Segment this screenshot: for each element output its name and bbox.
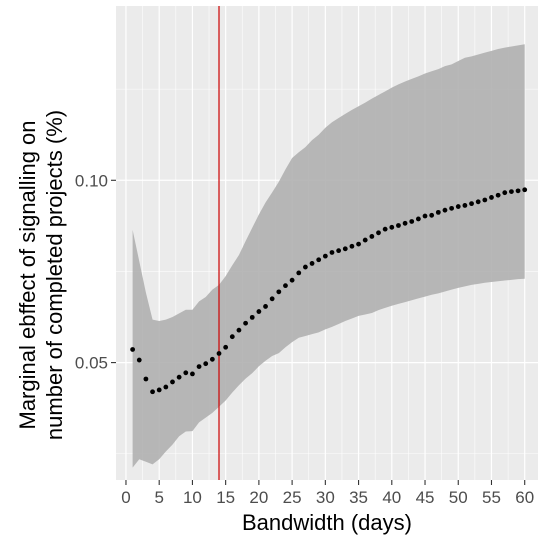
data-point [209, 356, 215, 362]
data-point [509, 189, 514, 194]
x-tick-label: 60 [515, 488, 534, 507]
data-point [502, 190, 508, 196]
x-tick-label: 45 [416, 488, 435, 507]
data-point [316, 257, 322, 263]
x-tick-label: 0 [121, 488, 130, 507]
x-tick-label: 40 [382, 488, 401, 507]
confidence-ribbon [132, 44, 525, 468]
data-point [455, 204, 461, 209]
data-point [336, 248, 342, 254]
data-point [269, 296, 275, 302]
x-tick-label: 55 [482, 488, 501, 507]
data-point [402, 220, 408, 226]
x-tick-label: 5 [154, 488, 163, 507]
x-tick-label: 15 [216, 488, 235, 507]
data-point [223, 344, 229, 350]
data-point [190, 371, 195, 377]
data-point [462, 203, 468, 208]
data-point [482, 197, 488, 203]
data-point [283, 283, 288, 289]
y-tick-label: 0.10 [75, 171, 108, 190]
data-point [156, 387, 162, 393]
data-point [236, 327, 242, 333]
data-point [309, 261, 315, 266]
data-point [369, 234, 375, 239]
y-axis-title-line1: Marginal ebffect of signalling on [15, 120, 40, 429]
data-point [389, 224, 395, 230]
data-point [143, 376, 149, 382]
data-point [130, 347, 136, 352]
data-point [356, 241, 361, 247]
x-axis-title: Bandwidth (days) [242, 510, 412, 535]
x-tick-label: 25 [283, 488, 302, 507]
data-point [469, 201, 474, 207]
data-point [409, 219, 415, 224]
data-point [376, 230, 381, 236]
data-point [163, 384, 169, 390]
data-point [329, 250, 335, 255]
data-points [130, 187, 528, 395]
data-point [495, 192, 501, 198]
x-tick-label: 50 [449, 488, 468, 507]
data-point [243, 320, 248, 326]
data-point [183, 370, 189, 376]
data-point [303, 264, 308, 270]
data-point [322, 253, 328, 259]
data-point [396, 223, 401, 228]
data-point [170, 379, 175, 385]
data-point [296, 270, 302, 276]
x-axis-ticks: 0 5 10 15 20 25 30 35 40 45 50 55 60 [121, 480, 534, 507]
y-axis-title-line2: number of completed projects (%) [42, 110, 67, 440]
x-tick-label: 35 [349, 488, 368, 507]
data-point [435, 209, 441, 215]
data-point [449, 205, 455, 211]
data-point [276, 289, 282, 295]
data-point [249, 314, 255, 320]
data-point [515, 188, 521, 194]
data-point [415, 216, 421, 222]
data-point [150, 389, 155, 395]
x-tick-label: 30 [316, 488, 335, 507]
data-point [136, 357, 142, 363]
x-tick-label: 20 [249, 488, 268, 507]
data-point [229, 334, 235, 340]
data-point [522, 187, 528, 193]
data-point [362, 237, 368, 243]
data-point [349, 243, 355, 249]
y-tick-label: 0.05 [75, 354, 108, 373]
data-point [475, 199, 481, 205]
data-point [422, 213, 428, 219]
data-point [342, 246, 348, 252]
data-point [256, 309, 262, 314]
y-axis-ticks: 0.05 0.10 [75, 171, 116, 373]
data-point [216, 351, 222, 356]
data-point [196, 364, 202, 369]
x-tick-label: 10 [183, 488, 202, 507]
data-point [263, 304, 268, 309]
data-point [176, 374, 182, 380]
data-point [382, 226, 388, 232]
data-point [289, 277, 295, 283]
data-point [203, 361, 209, 367]
data-point [489, 195, 494, 200]
data-point [429, 212, 435, 218]
data-point [442, 207, 448, 213]
